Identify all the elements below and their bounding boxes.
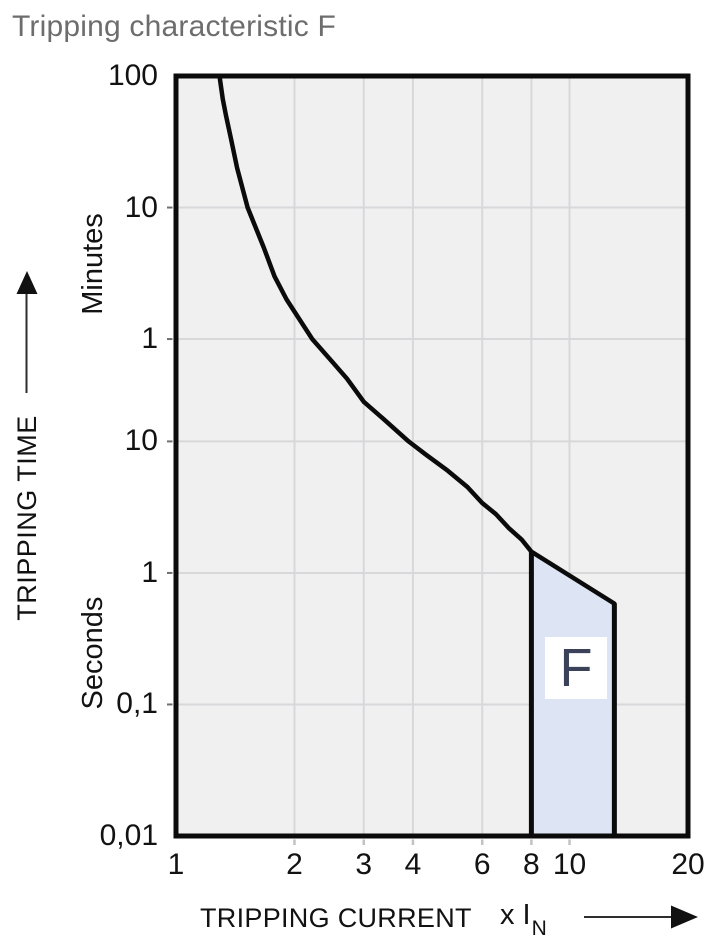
x-tick-label: 3 [355,848,373,881]
y-tick-label: 0,01 [99,819,158,852]
x-axis-arrow-icon [671,905,698,929]
x-tick-label: 2 [286,848,303,881]
y-tick-label: 1 [141,555,158,589]
y-tick-label: 100 [107,59,158,92]
tripping-curve [217,73,617,606]
x-axis-unit: x IN [500,899,547,939]
x-axis-unit-subscript: N [531,916,547,940]
y-tick-label: 10 [124,190,158,224]
x-axis-title: TRIPPING CURRENT [200,903,472,933]
x-axis-unit-prefix: x I [500,899,531,931]
y-tick-label: 1 [141,322,158,356]
x-tick-label: 6 [473,848,491,881]
y-tick-label: 0,1 [116,687,158,721]
x-tick-label: 20 [671,848,705,881]
x-tick-label: 10 [552,848,587,881]
y-tick-label: 10 [124,424,158,458]
chart-title: Tripping characteristic F [12,10,336,43]
x-tick-label: 4 [404,848,422,881]
plot-border [173,73,691,839]
band-label: F [545,637,607,699]
x-tick-label: 8 [523,848,540,881]
x-tick-label: 1 [167,848,185,881]
y-axis-arrow-icon [16,271,38,294]
